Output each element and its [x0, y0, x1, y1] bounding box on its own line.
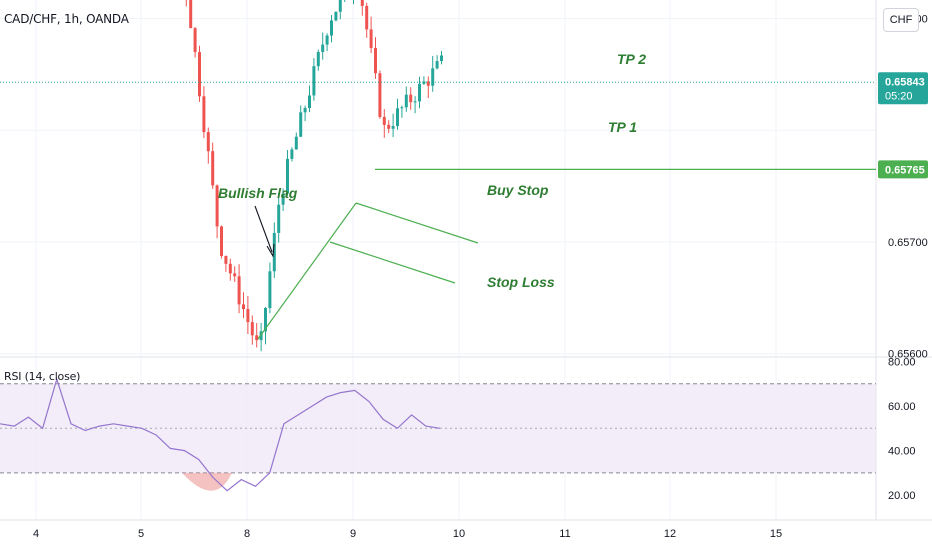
price-axis[interactable]: 0.662000.660000.659000.657000.656000.662… — [878, 0, 928, 361]
candle-body — [290, 149, 294, 159]
candle-body — [440, 55, 443, 62]
candle-body — [330, 20, 333, 36]
flag-upper-line — [355, 202, 479, 244]
candle-body — [228, 263, 232, 274]
candle-body — [334, 11, 338, 21]
candle-body — [369, 29, 373, 48]
candle-body — [400, 107, 404, 109]
candle-body — [360, 0, 364, 6]
candle-body — [268, 271, 272, 308]
candle-body — [391, 126, 395, 129]
candle-body — [413, 101, 417, 103]
candle-body — [272, 232, 276, 272]
rsi-pane[interactable]: 80.00 60.00 40.00 20.00 — [0, 356, 916, 502]
price-tag-label: 0.65765 — [885, 164, 925, 176]
rsi-oversold-fill — [182, 472, 232, 491]
candle-body — [215, 185, 219, 227]
candle-body — [325, 35, 329, 45]
candle-body — [281, 193, 285, 205]
candle-body — [426, 81, 430, 86]
time-tick-label: 15 — [770, 528, 782, 540]
candle-body — [387, 124, 391, 129]
time-tick-label: 4 — [33, 528, 39, 540]
price-tag — [878, 160, 928, 179]
candle-body — [286, 158, 289, 194]
candle-body — [382, 116, 386, 125]
rsi-tick-label: 20.00 — [888, 490, 916, 502]
flag-pole-line — [257, 202, 357, 340]
price-tick-label: 0.65700 — [888, 237, 928, 249]
candle-body — [404, 94, 408, 108]
buy-stop-label: Buy Stop — [487, 182, 549, 198]
candle-body — [312, 66, 316, 96]
candle-body — [338, 0, 342, 12]
time-tick-label: 8 — [244, 528, 250, 540]
candle-body — [224, 255, 228, 264]
candle-body — [316, 51, 320, 67]
candle-body — [374, 47, 377, 74]
rsi-tick-label: 40.00 — [888, 446, 916, 458]
trend-drawings[interactable]: TP 2 TP 1 Buy Stop Stop Loss Bullish Flag — [0, 0, 876, 340]
time-tick-label: 9 — [350, 528, 356, 540]
candle-body — [198, 52, 201, 97]
time-tick-label: 12 — [664, 528, 676, 540]
candle-body — [321, 44, 325, 52]
candle-body — [255, 335, 259, 341]
rsi-line — [0, 377, 441, 492]
candle-body — [206, 132, 210, 152]
currency-button[interactable]: CHF — [883, 8, 919, 32]
candle-body — [365, 5, 369, 30]
candle-body — [246, 309, 250, 323]
chart-symbol-title: CAD/CHF, 1h, OANDA — [4, 12, 129, 26]
candle-body — [418, 83, 421, 102]
rsi-tick-label: 80.00 — [888, 356, 916, 368]
rsi-label: RSI (14, close) — [4, 370, 81, 383]
candle-body — [378, 73, 382, 117]
time-axis[interactable]: 4 5 8 9 10 11 12 15 — [33, 528, 782, 540]
price-tag-label: 0.65843 — [885, 76, 925, 88]
time-tick-label: 10 — [453, 528, 465, 540]
candle-body — [431, 68, 435, 86]
candle-body — [220, 226, 223, 256]
candle-body — [264, 307, 267, 332]
stop-loss-label: Stop Loss — [487, 274, 555, 290]
candle-body — [308, 95, 311, 109]
flag-arrow-line — [254, 205, 273, 253]
time-tick-label: 5 — [138, 528, 144, 540]
candlestick-series — [185, 0, 443, 352]
candle-body — [211, 151, 215, 186]
candle-body — [193, 28, 197, 53]
flag-lower-line — [329, 241, 456, 284]
bullish-flag-label: Bullish Flag — [218, 185, 298, 201]
price-tick-label: 0.65600 — [888, 349, 928, 361]
candle-body — [237, 276, 241, 305]
candle-body — [303, 108, 307, 113]
candle-body — [233, 273, 237, 277]
candle-body — [250, 322, 254, 336]
candle-body — [242, 304, 245, 310]
tp2-label: TP 2 — [617, 51, 646, 67]
candle-body — [294, 136, 298, 150]
candle-body — [409, 94, 413, 103]
price-tag — [878, 72, 928, 105]
candle-body — [299, 112, 303, 137]
candle-body — [189, 0, 193, 29]
rsi-tick-label: 60.00 — [888, 401, 916, 413]
candle-body — [396, 108, 399, 127]
candle-body — [435, 61, 439, 69]
time-tick-label: 11 — [559, 528, 570, 540]
flag-arrow-head — [266, 243, 275, 258]
candle-body — [277, 204, 281, 233]
tp1-label: TP 1 — [608, 119, 637, 135]
price-tag-countdown: 05:20 — [885, 90, 913, 102]
candle-body — [202, 96, 206, 133]
